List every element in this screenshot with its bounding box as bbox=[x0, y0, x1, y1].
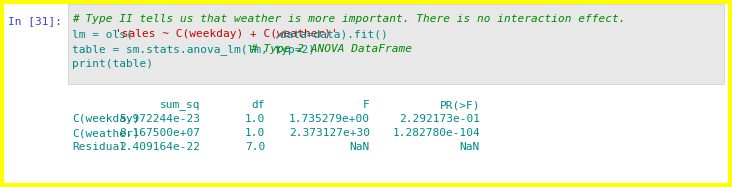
Text: 'sales ~ C(weekday) + C(weather)': 'sales ~ C(weekday) + C(weather)' bbox=[115, 29, 338, 39]
Text: 2.292173e-01: 2.292173e-01 bbox=[399, 114, 480, 124]
Text: ,data=data).fit(): ,data=data).fit() bbox=[274, 29, 389, 39]
Text: NaN: NaN bbox=[460, 142, 480, 152]
Text: # Type II tells us that weather is more important. There is no interaction effec: # Type II tells us that weather is more … bbox=[72, 14, 626, 24]
Text: # Type 2 ANOVA DataFrame: # Type 2 ANOVA DataFrame bbox=[250, 44, 412, 54]
FancyBboxPatch shape bbox=[2, 2, 730, 185]
Text: df: df bbox=[252, 100, 265, 110]
Text: 2.409164e-22: 2.409164e-22 bbox=[119, 142, 200, 152]
Text: 5.972244e-23: 5.972244e-23 bbox=[119, 114, 200, 124]
Text: sum_sq: sum_sq bbox=[160, 100, 200, 110]
Text: NaN: NaN bbox=[350, 142, 370, 152]
Text: PR(>F): PR(>F) bbox=[439, 100, 480, 110]
Text: 1.0: 1.0 bbox=[244, 114, 265, 124]
Text: 1.0: 1.0 bbox=[244, 128, 265, 138]
FancyBboxPatch shape bbox=[68, 4, 724, 84]
Text: C(weather): C(weather) bbox=[72, 128, 140, 138]
Text: table = sm.stats.anova_lm(lm, typ=2): table = sm.stats.anova_lm(lm, typ=2) bbox=[72, 44, 322, 55]
Text: In [31]:: In [31]: bbox=[8, 16, 62, 26]
Text: print(table): print(table) bbox=[72, 59, 153, 69]
Text: 2.373127e+30: 2.373127e+30 bbox=[289, 128, 370, 138]
Text: 1.735279e+00: 1.735279e+00 bbox=[289, 114, 370, 124]
Text: lm = ols(: lm = ols( bbox=[72, 29, 132, 39]
Text: Residual: Residual bbox=[72, 142, 126, 152]
Text: 7.0: 7.0 bbox=[244, 142, 265, 152]
Text: F: F bbox=[363, 100, 370, 110]
Text: 1.282780e-104: 1.282780e-104 bbox=[392, 128, 480, 138]
Text: C(weekday): C(weekday) bbox=[72, 114, 140, 124]
Text: 8.167500e+07: 8.167500e+07 bbox=[119, 128, 200, 138]
